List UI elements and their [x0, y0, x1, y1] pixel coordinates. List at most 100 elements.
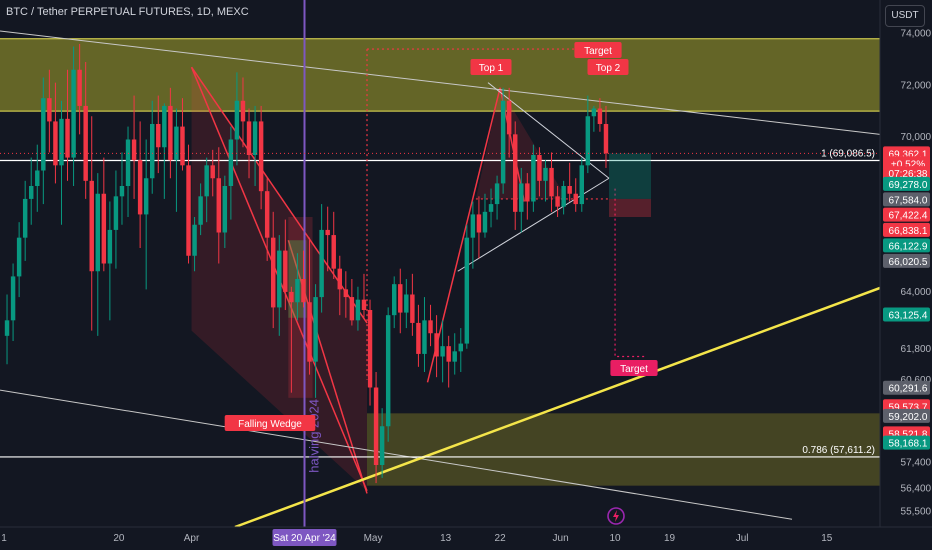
candle: [488, 188, 494, 228]
candle-body: [410, 294, 415, 323]
candle-body: [355, 299, 361, 321]
candle-body: [107, 229, 113, 264]
candle: [452, 333, 457, 375]
candle-body: [53, 121, 58, 166]
candle: [246, 108, 252, 179]
candle-body: [156, 124, 161, 148]
target-bottom-label-bg: [610, 360, 658, 376]
candle-body: [77, 69, 82, 106]
candle-body: [210, 165, 215, 179]
candle-body: [543, 167, 548, 181]
candle: [29, 157, 34, 225]
candle-body: [458, 343, 463, 352]
top1-label-bg: [470, 59, 512, 75]
candle-body: [289, 291, 294, 303]
falling-wedge-label-bg: [224, 415, 316, 431]
candle-body: [476, 214, 482, 233]
candle: [506, 87, 512, 158]
candle-body: [313, 297, 318, 362]
candle-body: [464, 237, 470, 344]
candle: [603, 105, 609, 168]
candle-body: [361, 299, 367, 310]
candle-body: [573, 193, 578, 205]
price-badge: 58,168.1: [883, 435, 930, 450]
price-tick-label: 61,800.0: [901, 344, 932, 355]
candle: [331, 211, 336, 279]
candle: [143, 139, 149, 290]
candle-body: [204, 165, 209, 197]
time-tick-label: 15: [821, 533, 833, 544]
candle: [313, 284, 318, 398]
candle-body: [41, 98, 46, 171]
price-badge-bg: [883, 222, 930, 237]
price-badge-text: 58,521.8: [889, 429, 928, 440]
candle-body: [283, 250, 288, 292]
falling-wedge-label-text: Falling Wedge: [238, 419, 302, 430]
target-top-label-bg: [574, 42, 622, 58]
candle: [476, 196, 482, 259]
price-badge: 07:26:38: [883, 166, 930, 181]
candle: [240, 77, 246, 148]
target-bottom-label: Target: [610, 360, 658, 376]
candle-body: [537, 155, 542, 181]
candle: [277, 235, 282, 336]
candle-body: [22, 198, 28, 238]
flash-icon[interactable]: [606, 506, 626, 526]
candle: [59, 100, 64, 225]
candle: [525, 173, 530, 220]
candle: [186, 144, 191, 264]
candle-body: [398, 284, 403, 313]
candle: [482, 193, 488, 238]
candle: [131, 95, 137, 199]
candle: [192, 217, 197, 272]
price-badge-text: 58,168.1: [889, 439, 928, 450]
candle: [210, 149, 215, 197]
candle: [579, 157, 584, 212]
candle: [150, 100, 155, 194]
halving-label: halving 2024: [307, 399, 322, 473]
candle: [137, 121, 143, 248]
resistance-zone: [0, 38, 880, 112]
candle-body: [494, 183, 500, 205]
candle: [543, 160, 548, 202]
currency-button[interactable]: USDT: [885, 5, 925, 27]
price-badge: 60,291.6: [883, 380, 930, 395]
candle: [325, 206, 330, 272]
candle: [4, 294, 10, 365]
price-badge: 59,202.0: [883, 408, 930, 423]
price-badge: 63,125.4: [883, 307, 930, 322]
candle: [422, 297, 427, 372]
price-badge-bg: [883, 253, 930, 268]
candle-body: [585, 116, 591, 166]
price-badge: 69,278.0: [883, 176, 930, 191]
price-badge: 66,838.1: [883, 222, 930, 237]
candle: [470, 201, 476, 269]
candle: [71, 46, 76, 186]
candle-body: [113, 196, 119, 230]
candle: [585, 95, 591, 174]
candle-body: [343, 289, 349, 298]
candle-body: [162, 105, 167, 148]
candle-body: [216, 178, 221, 233]
candle-body: [603, 124, 609, 154]
candle-body: [513, 134, 518, 212]
candle: [41, 77, 46, 205]
candle: [513, 121, 518, 230]
yellow-trendline: [234, 267, 932, 529]
candle: [361, 273, 367, 318]
candle-body: [549, 167, 554, 197]
candle: [428, 304, 433, 347]
candle: [83, 62, 88, 199]
candle-body: [434, 333, 439, 357]
candle: [337, 255, 342, 316]
candle-body: [428, 320, 433, 334]
candle-body: [331, 235, 336, 269]
time-tick-label: 20: [113, 533, 125, 544]
candle-body: [240, 100, 246, 122]
candle: [89, 116, 94, 331]
candle: [16, 222, 22, 298]
candle-body: [488, 204, 494, 212]
candle: [22, 180, 28, 261]
candle-body: [519, 183, 524, 212]
